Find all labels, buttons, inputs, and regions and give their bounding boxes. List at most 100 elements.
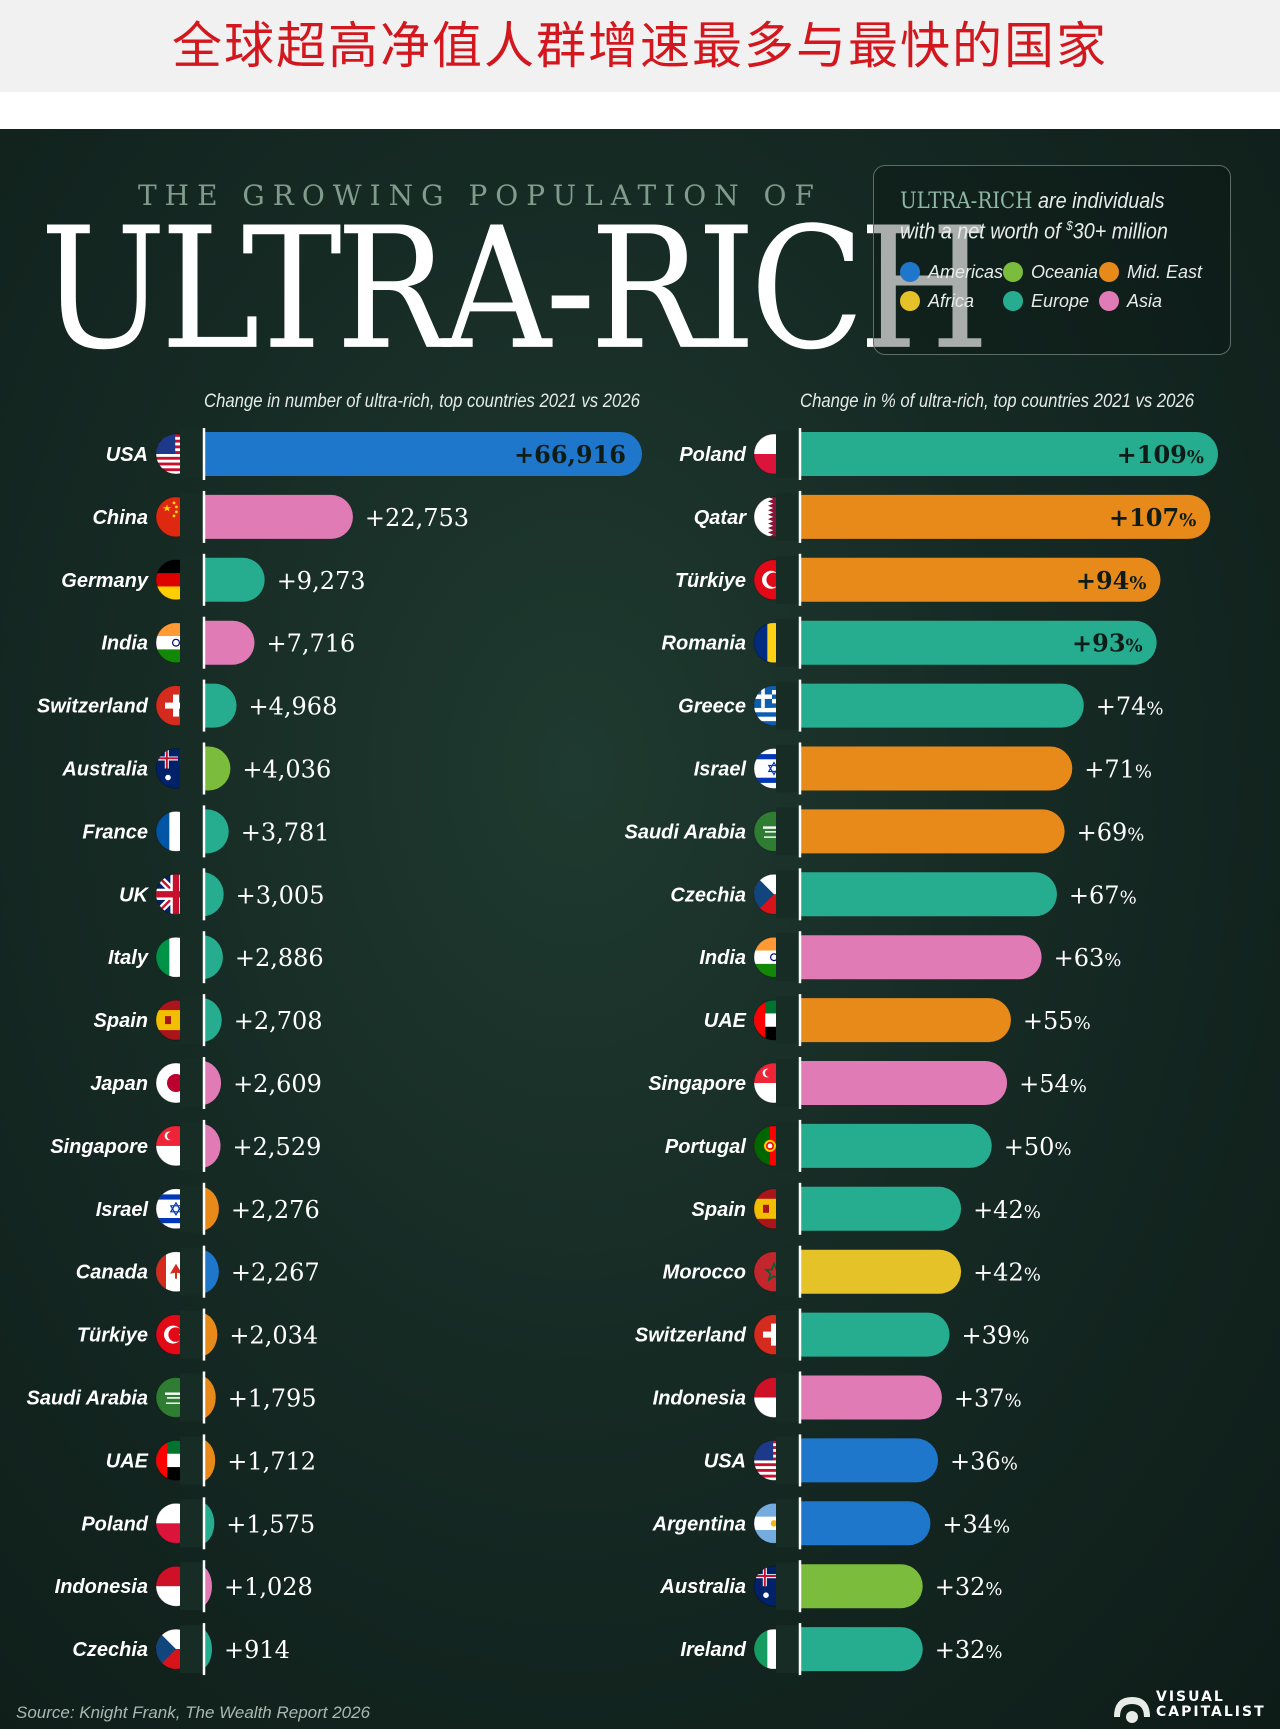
legend-label: Oceania <box>1031 262 1099 282</box>
right-country-label: Australia <box>659 1576 746 1598</box>
right-row-morocco: Morocco +42% <box>663 1245 1041 1298</box>
left-value-label: +3,781 <box>241 818 330 846</box>
left-value-label: +2,529 <box>233 1133 322 1161</box>
right-country-label: Argentina <box>652 1513 746 1535</box>
right-value-label: +50% <box>1004 1133 1072 1161</box>
right-bar <box>778 683 1084 728</box>
right-value-label: +39% <box>962 1322 1030 1350</box>
right-row-usa: USA +36% <box>704 1434 1018 1487</box>
right-country-label: Greece <box>678 696 746 718</box>
poster-title: ULTRA-RICH <box>40 192 990 388</box>
definition-text: with a net worth of <box>900 218 1067 244</box>
right-row-india: India +63% <box>699 931 1121 984</box>
legend-label: Asia <box>1127 291 1163 311</box>
legend-label: Europe <box>1031 291 1090 311</box>
right-country-label: Israel <box>694 759 747 781</box>
left-row-switzerland: Switzerland +4,968 <box>37 679 338 732</box>
left-row-spain: Spain +2,708 <box>94 994 323 1047</box>
right-row-qatar: Qatar +107% <box>694 490 1211 543</box>
left-country-label: Germany <box>61 570 149 592</box>
definition-rest: are individuals <box>1032 188 1165 213</box>
left-value-label: +2,886 <box>235 944 324 972</box>
right-country-label: Portugal <box>665 1136 747 1158</box>
right-country-label: UAE <box>704 1010 747 1032</box>
left-country-label: Poland <box>81 1513 148 1535</box>
left-value-label: +1,795 <box>228 1385 317 1413</box>
right-value-label: +74% <box>1096 693 1164 721</box>
legend-item-asia: Asia <box>1099 291 1162 312</box>
left-country-label: USA <box>106 444 148 466</box>
right-value-label: +32% <box>935 1636 1003 1664</box>
right-value-label: +32% <box>935 1573 1003 1601</box>
left-row-czechia: Czechia +914 <box>72 1623 290 1676</box>
right-bar <box>778 1501 931 1546</box>
right-country-label: USA <box>704 1450 746 1472</box>
left-bar <box>182 432 642 476</box>
currency-symbol: $ <box>1066 218 1073 233</box>
left-country-label: China <box>92 507 148 529</box>
left-row-usa: USA +66,916 <box>106 428 642 480</box>
right-row-ireland: Ireland +32% <box>680 1623 1003 1676</box>
right-chart-title: Change in % of ultra-rich, top countries… <box>800 391 1195 412</box>
right-row-indonesia: Indonesia +37% <box>653 1371 1022 1424</box>
legend-label: Africa <box>928 291 975 311</box>
right-row-uae: UAE +55% <box>704 994 1091 1047</box>
right-bar <box>778 935 1042 980</box>
left-row-indonesia: Indonesia +1,028 <box>55 1560 313 1613</box>
left-value-label: +1,028 <box>224 1573 313 1601</box>
left-country-label: Spain <box>94 1010 148 1032</box>
left-value-label: +7,716 <box>267 630 356 658</box>
right-value-label: +67% <box>1069 881 1137 909</box>
left-country-label: Italy <box>108 947 149 969</box>
chinese-title: 全球超高净值人群增速最多与最快的国家 <box>172 17 1108 75</box>
left-value-label: +66,916 <box>514 440 626 469</box>
legend-item-americas: Americas <box>900 262 1003 283</box>
top-banner: 全球超高净值人群增速最多与最快的国家 <box>0 0 1280 92</box>
right-value-label: +34% <box>942 1510 1010 1538</box>
right-country-label: Czechia <box>670 884 746 906</box>
left-country-label: Singapore <box>50 1136 148 1158</box>
right-row-poland: Poland +109% <box>679 428 1218 480</box>
legend-item-europe: Europe <box>1003 291 1089 312</box>
left-value-label: +914 <box>224 1636 290 1664</box>
right-row-greece: Greece +74% <box>678 679 1164 732</box>
legend-item-africa: Africa <box>900 291 974 312</box>
definition-highlight: ULTRA-RICH <box>900 189 1033 214</box>
right-row-portugal: Portugal +50% <box>665 1119 1072 1172</box>
right-bar <box>778 1123 992 1168</box>
right-country-label: Singapore <box>648 1073 746 1095</box>
right-row-australia: Australia +32% <box>659 1560 1003 1613</box>
left-row-saudi-arabia: Saudi Arabia +1,795 <box>26 1371 317 1424</box>
right-value-label: +94% <box>1076 566 1147 595</box>
right-country-label: Morocco <box>663 1262 746 1284</box>
left-row-poland: Poland +1,575 <box>81 1497 315 1550</box>
legend-swatch <box>1099 291 1119 311</box>
left-row-canada: Canada +2,267 <box>76 1245 320 1298</box>
left-bar-chart: USA +66,916 China +22,753 Germany +9,273 India… <box>26 428 642 1676</box>
right-bar <box>778 809 1065 854</box>
left-row-india: India +7,716 <box>101 616 356 669</box>
left-country-label: Türkiye <box>77 1325 148 1347</box>
legend-swatch <box>1003 291 1023 311</box>
right-bar <box>778 432 1218 476</box>
left-country-label: Indonesia <box>55 1576 148 1598</box>
left-row-uk: UK +3,005 <box>119 868 324 921</box>
left-row-italy: Italy +2,886 <box>108 931 324 984</box>
legend-swatch <box>1099 262 1119 282</box>
right-value-label: +42% <box>973 1259 1041 1287</box>
left-country-label: UAE <box>106 1450 149 1472</box>
right-bar <box>778 872 1057 917</box>
left-value-label: +2,034 <box>229 1322 318 1350</box>
right-row-romania: Romania +93% <box>662 616 1157 669</box>
right-row-singapore: Singapore +54% <box>648 1057 1087 1109</box>
left-value-label: +4,968 <box>249 693 338 721</box>
right-country-label: Spain <box>692 1199 746 1221</box>
right-value-label: +55% <box>1023 1007 1091 1035</box>
legend-box: ULTRA-RICH are individuals with a net wo… <box>873 165 1231 355</box>
legend-item-oceania: Oceania <box>1003 262 1098 283</box>
right-row-argentina: Argentina +34% <box>652 1497 1010 1550</box>
right-bar <box>778 1061 1008 1105</box>
right-country-label: Poland <box>679 444 746 466</box>
right-country-label: Indonesia <box>653 1388 746 1410</box>
right-value-label: +107% <box>1109 503 1196 532</box>
